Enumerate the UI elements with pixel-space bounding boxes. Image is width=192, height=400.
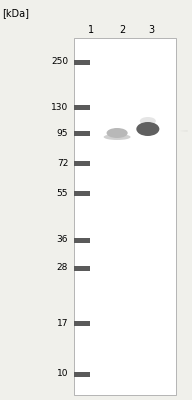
Text: 36: 36 [57,236,68,244]
Text: 1: 1 [88,25,94,35]
Bar [74,104,90,110]
Bar [74,190,90,196]
Text: 95: 95 [57,128,68,138]
Bar [74,372,90,376]
Text: 55: 55 [57,188,68,198]
Text: 72: 72 [57,158,68,168]
Ellipse shape [136,122,159,136]
Ellipse shape [140,117,156,125]
Text: 2: 2 [119,25,125,35]
Text: [kDa]: [kDa] [2,8,29,18]
Text: 28: 28 [57,264,68,272]
Ellipse shape [107,128,128,138]
Ellipse shape [104,134,131,140]
Bar [74,320,90,326]
Bar [74,238,90,242]
Bar [74,266,90,270]
Text: 17: 17 [57,318,68,328]
Text: 3: 3 [149,25,155,35]
Bar [74,60,90,64]
Text: 130: 130 [51,102,68,112]
Bar [74,130,90,136]
Text: 10: 10 [57,370,68,378]
Text: 250: 250 [51,58,68,66]
Bar [74,38,176,395]
Bar [74,160,90,166]
